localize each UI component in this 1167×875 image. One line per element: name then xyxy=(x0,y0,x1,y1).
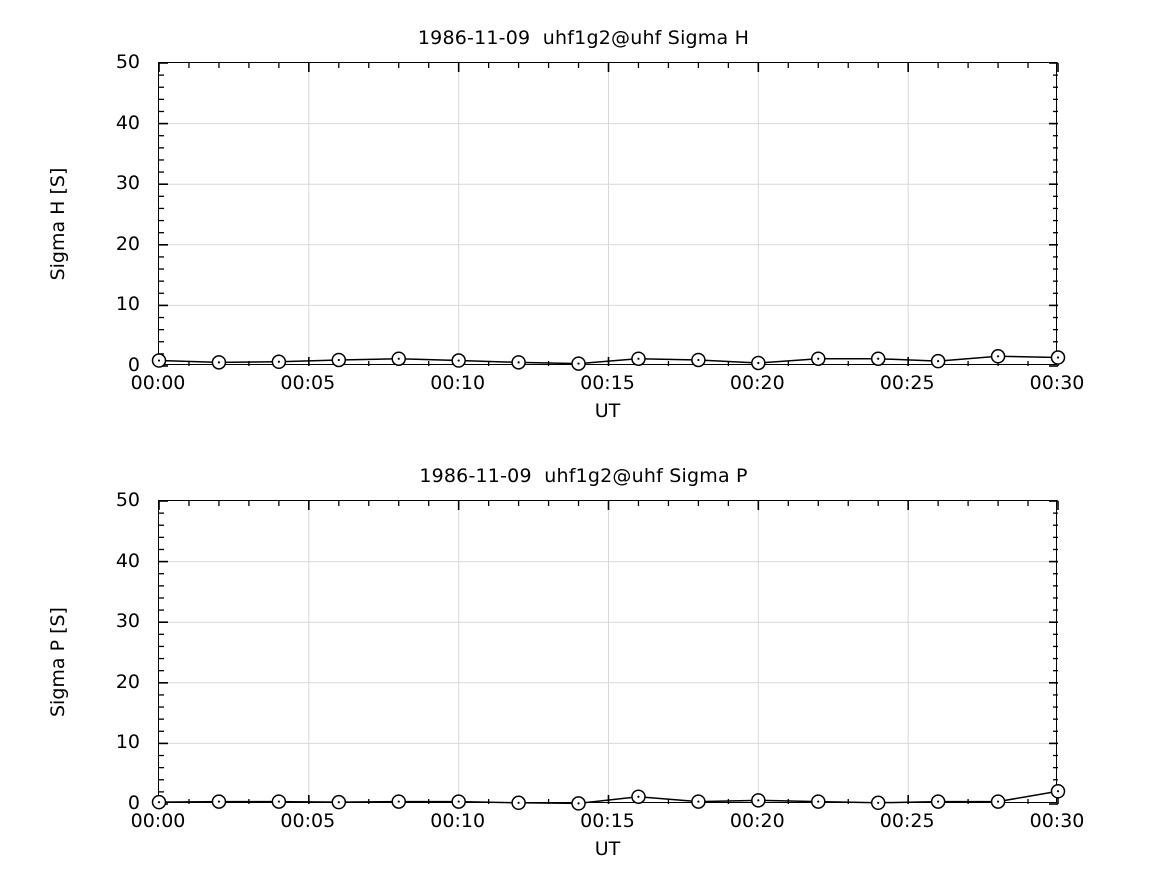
y-axis-label-sigma-p: Sigma P [S] xyxy=(47,607,69,717)
y-tick-label: 20 xyxy=(115,670,140,693)
x-tick-label: 00:15 xyxy=(580,372,635,394)
x-tick-label: 00:10 xyxy=(430,372,486,394)
x-tick-label: 00:05 xyxy=(280,372,336,394)
x-tick-label: 00:15 xyxy=(580,810,635,832)
y-tick-label: 20 xyxy=(115,232,140,255)
x-tick-label: 00:00 xyxy=(130,372,186,394)
x-tick-label: 00:30 xyxy=(1029,372,1085,394)
x-tick-label: 00:20 xyxy=(729,810,785,832)
data-line-sigma-p xyxy=(158,790,1059,805)
y-tick-label: 40 xyxy=(115,111,140,134)
plot-canvas-sigma-h xyxy=(151,62,1066,371)
x-tick-label: 00:25 xyxy=(879,810,935,832)
x-tick-label: 00:10 xyxy=(430,810,486,832)
x-tick-label: 00:25 xyxy=(879,372,935,394)
data-line-sigma-h xyxy=(158,355,1059,365)
data-markers-sigma-p xyxy=(151,784,1066,811)
x-tick-labels-sigma-p: 00:00 00:05 00:10 00:15 00:20 00:25 00:3… xyxy=(131,810,1085,836)
x-tick-label: 00:00 xyxy=(130,810,186,832)
y-tick-labels-sigma-h: 50 40 30 20 10 0 xyxy=(0,51,150,376)
y-tick-label: 30 xyxy=(115,610,140,633)
y-tick-label: 30 xyxy=(115,172,140,195)
axes-sigma-h xyxy=(151,62,1066,371)
x-tick-label: 00:05 xyxy=(280,810,336,832)
y-tick-label: 50 xyxy=(115,489,140,511)
y-tick-label: 40 xyxy=(115,549,140,572)
y-tick-label: 10 xyxy=(115,293,140,316)
y-tick-label: 10 xyxy=(115,731,140,754)
x-axis-label-sigma-p: UT xyxy=(594,838,621,860)
y-tick-label: 0 xyxy=(127,354,140,376)
grid-lines xyxy=(159,63,1058,366)
y-tick-labels-sigma-p: 50 40 30 20 10 0 xyxy=(0,489,150,814)
plot-panel-sigma-h: 1986-11-09 uhf1g2@uhf Sigma H 50 40 30 2… xyxy=(0,0,1167,437)
panel-title-sigma-h: 1986-11-09 uhf1g2@uhf Sigma H xyxy=(417,27,750,49)
plot-panel-sigma-p: 1986-11-09 uhf1g2@uhf Sigma P 50 40 30 2… xyxy=(0,438,1167,875)
y-tick-label: 50 xyxy=(115,51,140,73)
grid-lines xyxy=(159,501,1058,804)
x-tick-label: 00:20 xyxy=(729,372,785,394)
panel-title-sigma-p: 1986-11-09 uhf1g2@uhf Sigma P xyxy=(419,465,748,487)
y-tick-label: 0 xyxy=(127,792,140,814)
plot-canvas-sigma-p xyxy=(151,500,1066,811)
x-axis-label-sigma-h: UT xyxy=(594,400,621,422)
data-markers-sigma-h xyxy=(151,349,1066,371)
axes-sigma-p xyxy=(151,500,1066,811)
y-axis-label-sigma-h: Sigma H [S] xyxy=(47,167,69,281)
x-tick-labels-sigma-h: 00:00 00:05 00:10 00:15 00:20 00:25 00:3… xyxy=(131,372,1085,398)
x-tick-label: 00:30 xyxy=(1029,810,1085,832)
